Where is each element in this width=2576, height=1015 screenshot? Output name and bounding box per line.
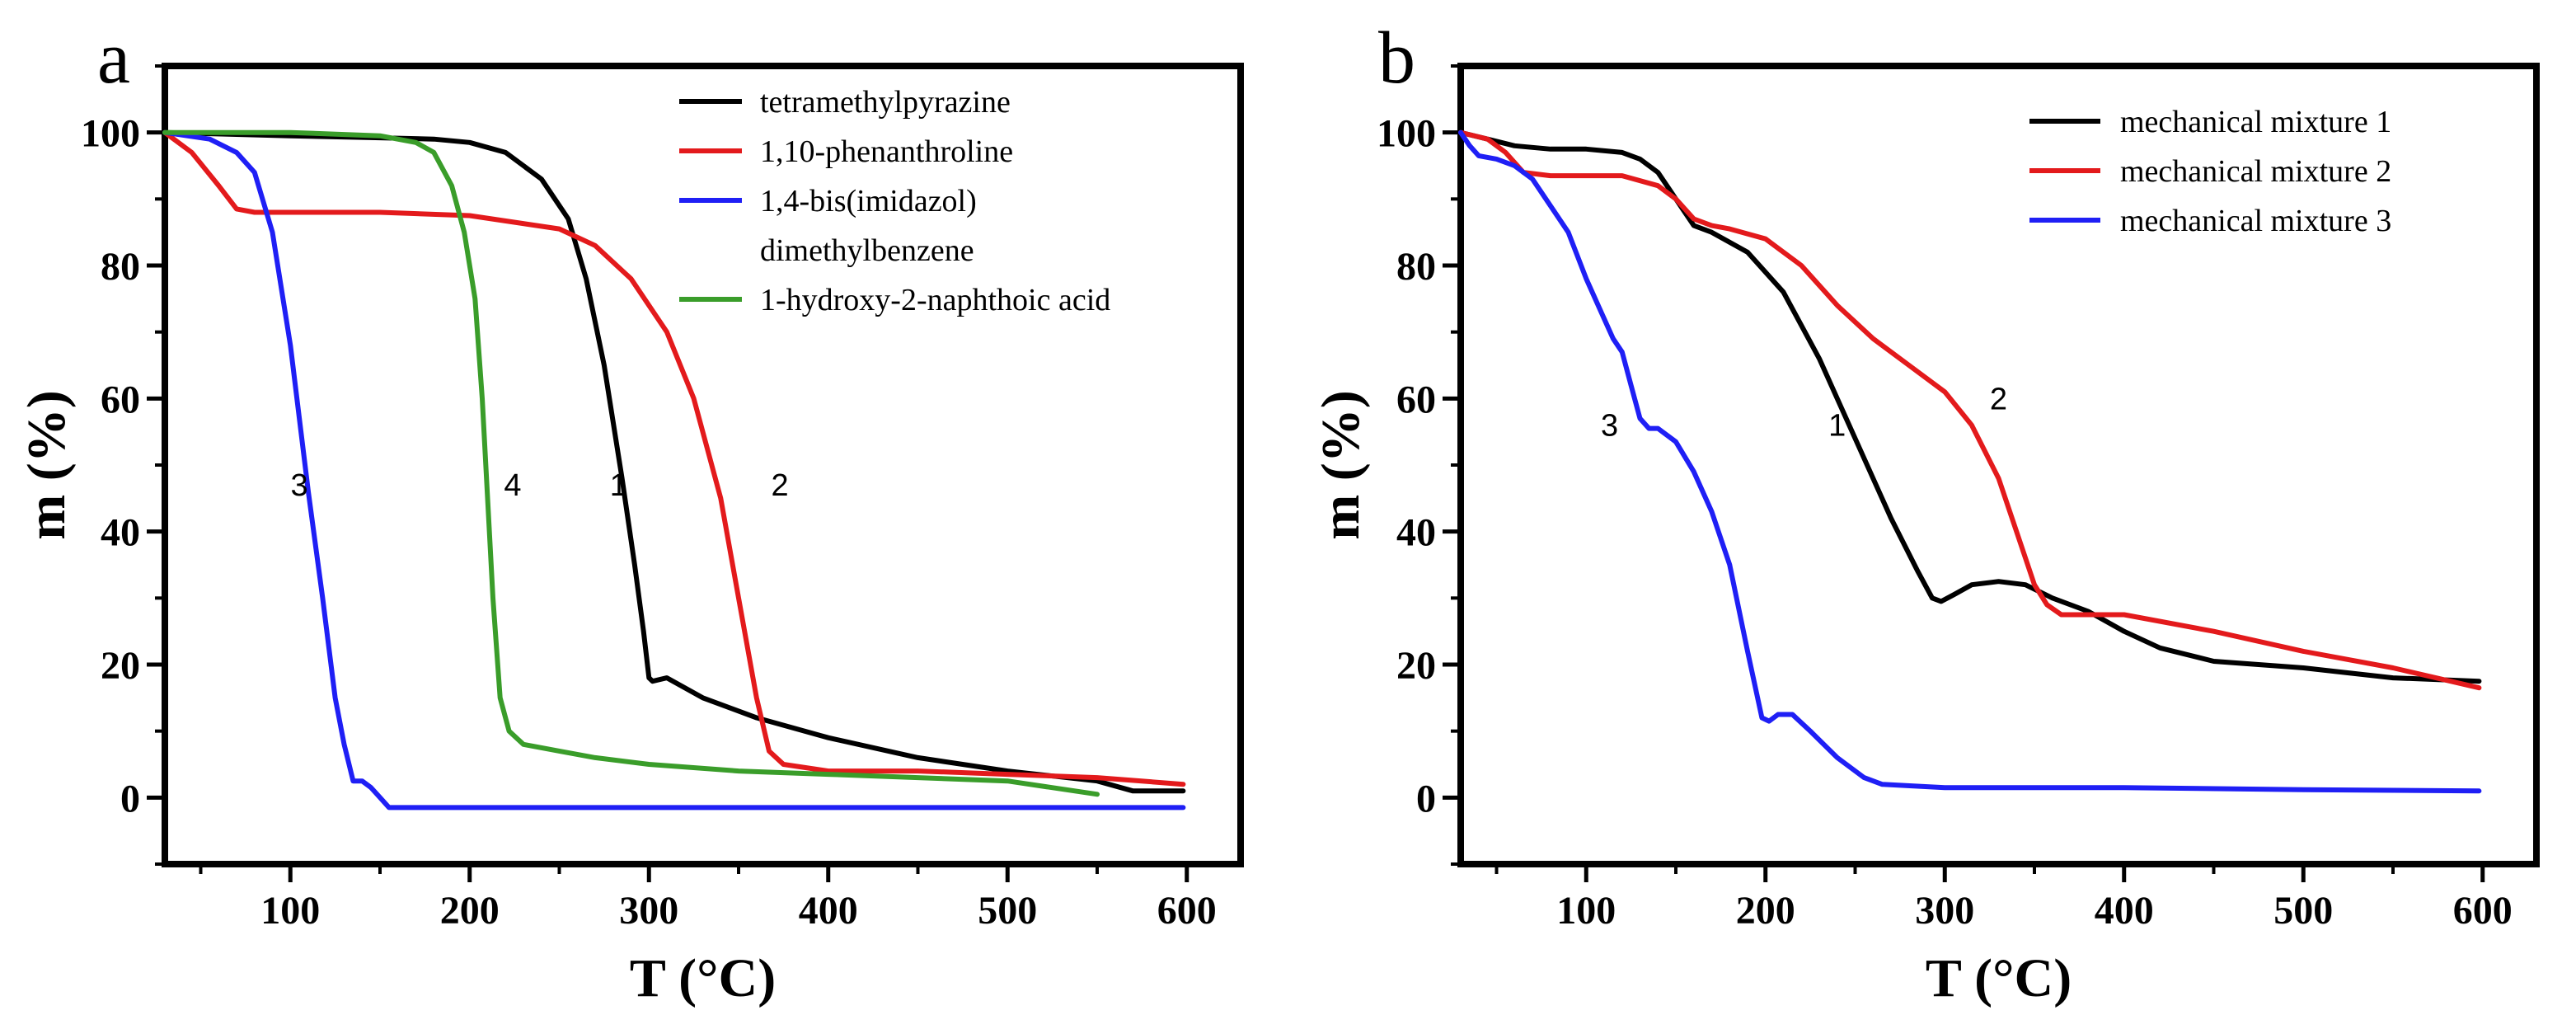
series-line-1 xyxy=(1458,129,2482,684)
x-tick-label: 100 xyxy=(260,889,320,933)
x-tick-label: 200 xyxy=(440,889,500,933)
legend-label: 1,4-bis(imidazol) xyxy=(760,184,977,219)
y-tick-label: 40 xyxy=(1396,511,1436,555)
curve-label: 1 xyxy=(610,468,627,503)
x-axis-title: T (°C) xyxy=(1926,948,2072,1008)
plot-frame xyxy=(162,63,1244,867)
curve-label: 1 xyxy=(1828,409,1846,444)
y-tick-label: 0 xyxy=(1416,777,1436,820)
y-tick-label: 0 xyxy=(120,777,140,820)
curve-label: 3 xyxy=(1601,409,1618,444)
curve-label: 2 xyxy=(771,468,788,503)
x-tick-label: 100 xyxy=(1556,889,1616,933)
curve-label: 4 xyxy=(504,468,521,503)
legend-label: mechanical mixture 1 xyxy=(2120,105,2391,139)
y-axis-title: m (%) xyxy=(16,390,77,539)
panel-a: a 100 200 300 400 500 600 0 20 40 60 80 100 T (°C) m (… xyxy=(16,17,1244,1008)
series-line-4 xyxy=(162,129,1100,797)
y-axis-title: m (%) xyxy=(1311,390,1371,539)
x-tick-label: 500 xyxy=(2273,889,2333,933)
legend-label: dimethylbenzene xyxy=(760,233,974,268)
x-tick-label: 300 xyxy=(619,889,678,933)
x-tick-label: 200 xyxy=(1736,889,1795,933)
y-tick-label: 80 xyxy=(1396,245,1436,289)
y-tick-label: 80 xyxy=(101,245,140,289)
series-line-2 xyxy=(1458,129,2482,691)
curve-label: 3 xyxy=(291,468,308,503)
panel-b: b 100 200 300 400 500 600 0 20 40 60 80 100 T (°C) m (… xyxy=(1311,17,2540,1008)
series-line-1 xyxy=(162,129,1186,794)
x-tick-label: 400 xyxy=(2095,889,2154,933)
panel-label: a xyxy=(97,17,130,99)
legend-label: 1,10-phenanthroline xyxy=(760,134,1013,169)
x-tick-label: 400 xyxy=(799,889,858,933)
y-tick-label: 60 xyxy=(1396,378,1436,421)
x-tick-label: 500 xyxy=(978,889,1037,933)
x-axis-title: T (°C) xyxy=(630,948,776,1008)
series-line-2 xyxy=(162,129,1186,787)
y-tick-label: 20 xyxy=(101,644,140,688)
legend-label: mechanical mixture 2 xyxy=(2120,154,2391,189)
y-tick-label: 20 xyxy=(1396,644,1436,688)
y-tick-label: 100 xyxy=(81,112,140,156)
series-line-3 xyxy=(162,129,1186,811)
y-tick-label: 100 xyxy=(1377,112,1436,156)
x-tick-label: 600 xyxy=(2453,889,2513,933)
x-tick-label: 600 xyxy=(1157,889,1217,933)
y-tick-label: 40 xyxy=(101,511,140,555)
curve-label: 2 xyxy=(1990,382,2007,416)
series-line-3 xyxy=(1458,129,2482,794)
legend-label: tetramethylpyrazine xyxy=(760,85,1011,120)
legend-label: mechanical mixture 3 xyxy=(2120,204,2391,238)
panel-label: b xyxy=(1378,17,1415,99)
x-tick-label: 300 xyxy=(1915,889,1974,933)
y-tick-label: 60 xyxy=(101,378,140,421)
legend-label: 1-hydroxy-2-naphthoic acid xyxy=(760,283,1110,317)
